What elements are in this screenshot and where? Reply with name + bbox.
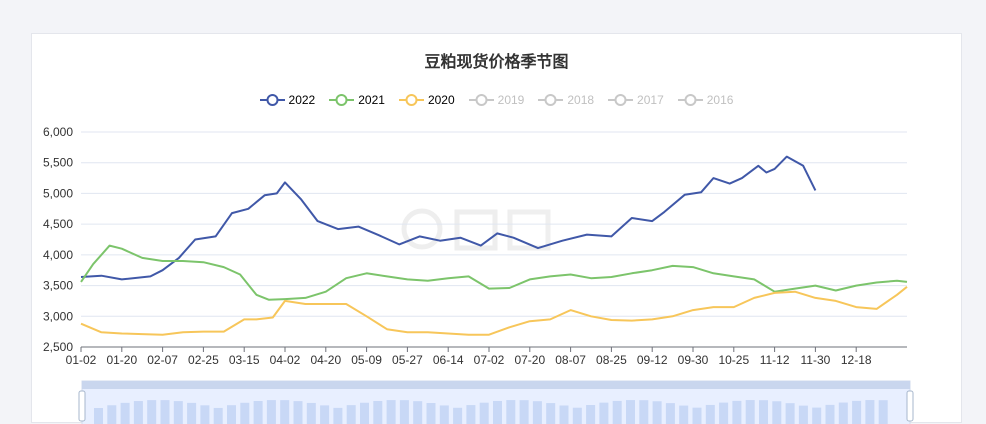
- legend-item-2021[interactable]: 2021: [329, 92, 385, 108]
- legend-line-circle-icon: [259, 94, 285, 106]
- legend-label: 2021: [358, 93, 385, 107]
- x-tick-label: 03-15: [229, 353, 260, 367]
- legend-line-circle-icon: [538, 94, 564, 106]
- chart-panel: 豆粕现货价格季节图 2022 2021 2020 2019 2018 2017 2016 2…: [31, 33, 962, 424]
- y-tick-label: 4,000: [43, 248, 73, 262]
- y-tick-label: 3,500: [43, 279, 73, 293]
- x-tick-label: 06-14: [433, 353, 464, 367]
- x-tick-label: 01-02: [66, 353, 97, 367]
- legend-label: 2022: [288, 93, 316, 107]
- legend-line-circle-icon: [329, 94, 355, 106]
- x-tick-label: 08-25: [596, 353, 627, 367]
- legend-label: 2019: [497, 93, 525, 107]
- legend: 2022 2021 2020 2019 2018 2017 2016: [32, 92, 961, 108]
- x-tick-label: 08-07: [555, 353, 586, 367]
- legend-line-circle-icon: [608, 94, 634, 106]
- legend-label: 2017: [637, 93, 664, 107]
- x-tick-label: 04-20: [310, 353, 341, 367]
- watermark-logo: [401, 208, 551, 251]
- x-tick-label: 01-20: [106, 353, 137, 367]
- x-tick-label: 04-02: [270, 353, 301, 367]
- x-tick-label: 12-18: [841, 353, 872, 367]
- legend-item-2020[interactable]: 2020: [398, 92, 455, 108]
- zoom-handle-left[interactable]: [78, 390, 86, 422]
- legend-label: 2018: [567, 93, 595, 107]
- legend-line-circle-icon: [468, 94, 494, 106]
- y-tick-label: 3,000: [43, 309, 73, 323]
- legend-item-2019[interactable]: 2019: [468, 92, 525, 108]
- legend-item-2022[interactable]: 2022: [259, 92, 316, 108]
- y-tick-label: 5,500: [43, 156, 73, 170]
- legend-label: 2016: [706, 93, 734, 107]
- plot-area: 2,500 3,000 3,500 4,000 4,500 5,000 5,500 6,000…: [43, 125, 914, 424]
- legend-item-2016[interactable]: 2016: [677, 92, 734, 108]
- legend-item-2018[interactable]: 2018: [538, 92, 594, 108]
- x-tick-label: 09-12: [637, 353, 668, 367]
- series-line-2022: [80, 155, 817, 281]
- y-tick-label: 4,500: [43, 217, 73, 231]
- series-line-2020: [80, 286, 908, 336]
- legend-line-circle-icon: [677, 94, 703, 106]
- legend-label: 2020: [427, 93, 455, 107]
- x-tick-label: 05-09: [351, 353, 382, 367]
- x-tick-label: 07-20: [514, 353, 545, 367]
- zoom-handle-right[interactable]: [906, 390, 914, 422]
- y-tick-label: 2,500: [43, 340, 73, 354]
- series-line-2021: [80, 244, 908, 301]
- x-tick-label: 10-25: [718, 353, 749, 367]
- x-tick-label: 11-12: [760, 353, 790, 367]
- x-tick-label: 02-25: [188, 353, 219, 367]
- x-tick-label: 05-27: [392, 353, 423, 367]
- y-tick-label: 5,000: [43, 186, 73, 200]
- x-tick-label: 07-02: [474, 353, 505, 367]
- chart-title: 豆粕现货价格季节图: [424, 54, 569, 71]
- legend-line-circle-icon: [398, 94, 424, 106]
- legend-item-2017[interactable]: 2017: [608, 92, 664, 108]
- data-zoom-slider[interactable]: [81, 380, 911, 424]
- x-tick-label: 11-30: [800, 353, 830, 367]
- x-tick-label: 02-07: [147, 353, 178, 367]
- y-tick-label: 6,000: [43, 125, 73, 139]
- x-tick-label: 09-30: [678, 353, 709, 367]
